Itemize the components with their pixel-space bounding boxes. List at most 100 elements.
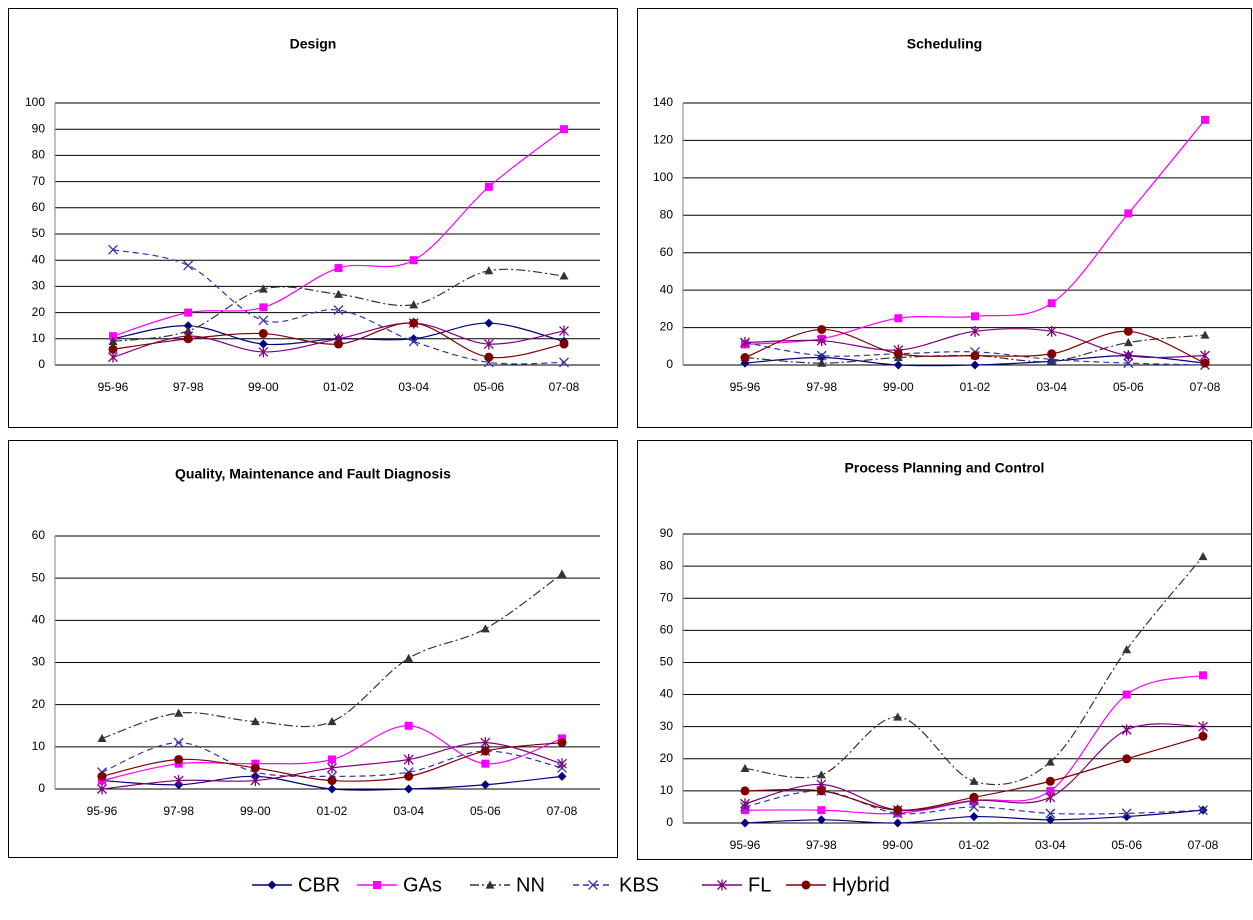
marker [559,357,569,368]
x-tick-label: 07-08 [549,380,580,394]
chart-title: Scheduling [907,36,982,52]
marker [1121,724,1132,736]
y-tick-label: 80 [660,207,674,221]
marker [1123,350,1134,362]
marker [557,771,567,781]
chart-frame [8,440,618,858]
marker [327,717,337,726]
x-tick-label: 97-98 [806,838,837,852]
marker [404,721,413,730]
marker [334,264,343,273]
marker [1047,349,1057,359]
marker [969,792,979,802]
legend-marker [588,880,598,890]
marker [250,763,260,773]
marker [1198,731,1208,741]
y-tick-label: 90 [32,121,46,135]
marker [893,349,903,359]
legend-marker [717,879,727,891]
marker [404,771,414,781]
marker [1045,791,1056,803]
marker [173,737,184,748]
legend-label: GAs [403,874,442,896]
y-tick-label: 20 [660,751,674,765]
x-tick-label: 03-04 [1035,838,1066,852]
marker [1045,808,1056,819]
marker [970,351,980,361]
marker [409,256,418,265]
marker [258,329,268,339]
legend-item: Hybrid [786,874,890,896]
marker [483,338,494,350]
marker [403,753,414,765]
marker [183,334,193,344]
chart: Scheduling 0 20 40 60 80 100 120 140 95-96 97-98 99… [637,8,1252,428]
marker [173,775,184,787]
chart: Quality, Maintenance and Fault Diagnosis… [8,440,618,858]
marker [816,770,826,779]
marker [258,339,268,349]
marker [740,818,750,828]
marker [559,325,569,337]
x-tick-label: 97-98 [173,380,204,394]
marker [893,818,903,828]
y-tick-label: 60 [32,200,46,214]
marker [1123,326,1133,336]
legend-label: FL [748,874,771,896]
x-tick-label: 07-08 [1190,380,1221,394]
marker [893,805,903,815]
marker [1122,645,1132,654]
x-tick-label: 99-00 [240,804,271,818]
y-tick-label: 140 [653,95,673,109]
marker [893,360,903,370]
marker [480,746,490,756]
marker [1122,690,1131,699]
legend-label: CBR [298,874,340,896]
marker [1123,358,1134,369]
x-tick-label: 07-08 [547,804,578,818]
marker [404,784,414,794]
marker [1121,808,1132,819]
marker [1122,754,1132,764]
y-tick-label: 70 [660,590,674,604]
x-tick-label: 97-98 [806,380,837,394]
marker [740,786,750,796]
x-tick-label: 99-00 [248,380,279,394]
y-tick-label: 20 [32,697,46,711]
y-tick-label: 40 [660,282,674,296]
marker [970,325,980,337]
y-tick-label: 0 [666,815,673,829]
x-tick-label: 01-02 [960,380,991,394]
legend-label: KBS [619,874,659,896]
marker [333,305,344,315]
marker [1198,721,1208,733]
marker [817,358,827,367]
marker [1198,805,1208,816]
y-tick-label: 40 [32,613,46,627]
x-tick-label: 01-02 [959,838,990,852]
marker [259,303,268,312]
y-tick-label: 50 [660,655,674,669]
marker [559,339,569,349]
y-tick-label: 0 [666,357,673,371]
y-tick-label: 10 [660,783,674,797]
legend-item: GAs [357,874,442,896]
marker [1123,338,1133,347]
marker [480,780,490,790]
marker [108,244,118,255]
x-tick-label: 03-04 [398,380,429,394]
marker [817,806,826,815]
marker [183,326,193,335]
marker [97,771,107,781]
marker [557,758,567,770]
y-tick-label: 100 [25,95,45,109]
x-tick-label: 01-02 [323,380,354,394]
chart-frame [8,8,618,428]
x-tick-label: 01-02 [317,804,348,818]
marker [1200,358,1210,368]
y-tick-label: 60 [32,528,46,542]
x-tick-label: 95-96 [87,804,118,818]
marker [560,125,568,134]
marker [108,336,118,346]
y-tick-label: 100 [653,170,673,184]
